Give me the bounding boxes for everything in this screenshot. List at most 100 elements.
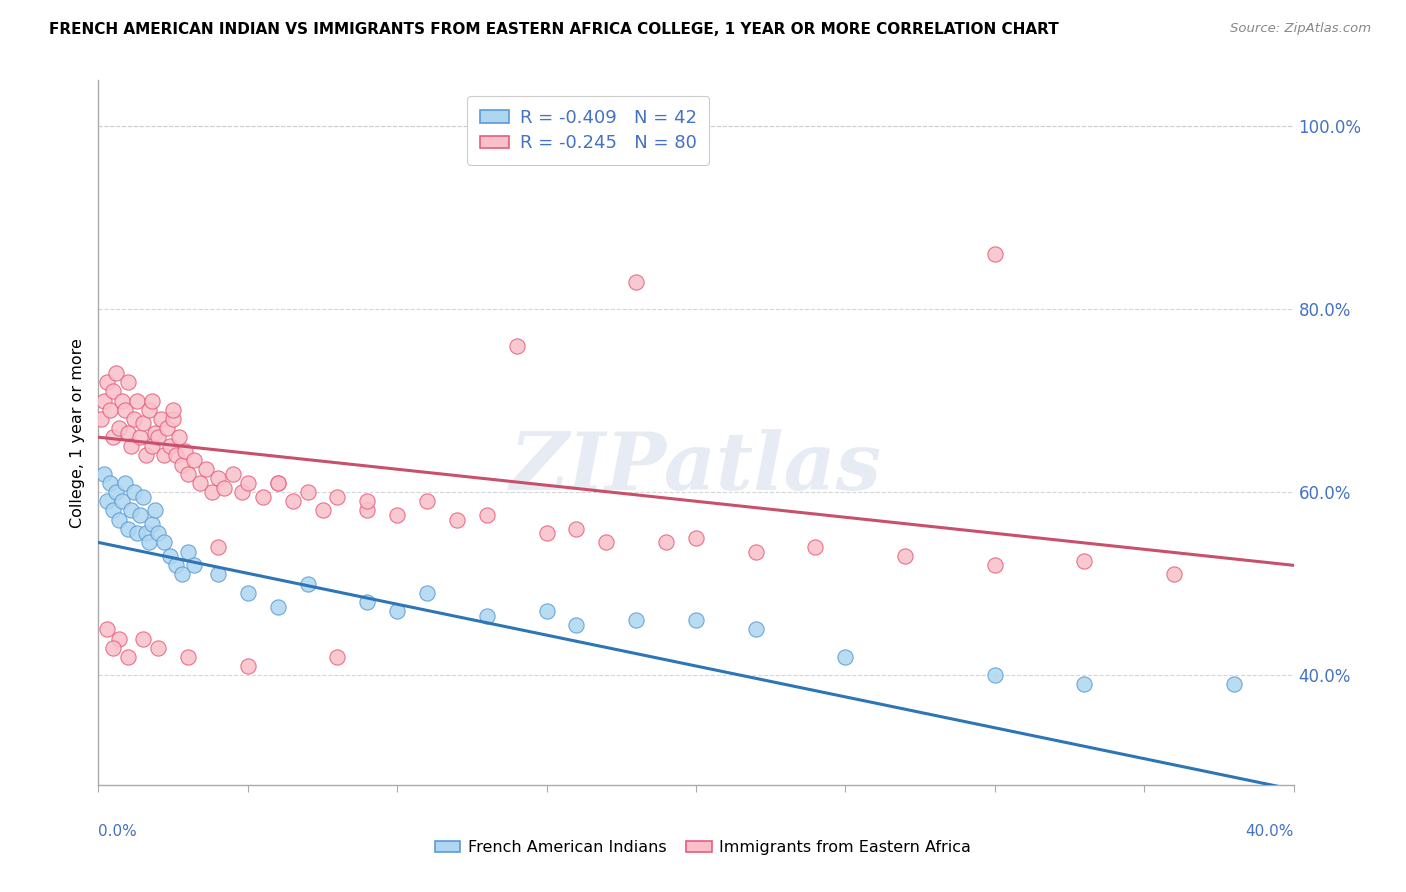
Point bbox=[267, 475, 290, 490]
Point bbox=[565, 617, 588, 632]
Point bbox=[207, 540, 229, 554]
Point bbox=[267, 475, 290, 490]
Point bbox=[105, 366, 128, 380]
Point bbox=[565, 522, 588, 536]
Point bbox=[127, 393, 149, 408]
Text: 0.0%: 0.0% bbox=[98, 824, 138, 838]
Point bbox=[984, 558, 1007, 573]
Point bbox=[103, 384, 125, 399]
Point bbox=[124, 485, 146, 500]
Point bbox=[804, 540, 827, 554]
Point bbox=[231, 485, 253, 500]
Point bbox=[1223, 677, 1246, 691]
Point bbox=[132, 417, 155, 431]
Point bbox=[385, 508, 409, 522]
Point bbox=[475, 608, 498, 623]
Point bbox=[207, 567, 229, 582]
Text: FRENCH AMERICAN INDIAN VS IMMIGRANTS FROM EASTERN AFRICA COLLEGE, 1 YEAR OR MORE: FRENCH AMERICAN INDIAN VS IMMIGRANTS FRO… bbox=[49, 22, 1059, 37]
Point bbox=[165, 449, 187, 463]
Point bbox=[108, 632, 131, 646]
Point bbox=[98, 402, 122, 417]
Point bbox=[117, 376, 139, 390]
Point bbox=[745, 623, 768, 637]
Point bbox=[1073, 554, 1095, 568]
Point bbox=[124, 412, 146, 426]
Point bbox=[114, 402, 136, 417]
Point bbox=[267, 599, 290, 614]
Point bbox=[475, 508, 498, 522]
Point bbox=[103, 503, 125, 517]
Point bbox=[212, 481, 235, 495]
Point bbox=[90, 412, 112, 426]
Point bbox=[236, 475, 259, 490]
Point bbox=[135, 526, 157, 541]
Point bbox=[207, 471, 229, 485]
Point bbox=[236, 586, 259, 600]
Point bbox=[416, 494, 439, 508]
Point bbox=[120, 439, 142, 453]
Point bbox=[143, 503, 166, 517]
Point bbox=[98, 475, 122, 490]
Point bbox=[536, 604, 558, 618]
Point bbox=[183, 453, 205, 467]
Point bbox=[153, 449, 176, 463]
Point bbox=[117, 649, 139, 664]
Point bbox=[153, 535, 176, 549]
Point bbox=[236, 659, 259, 673]
Point bbox=[177, 544, 200, 558]
Point bbox=[150, 412, 173, 426]
Point bbox=[252, 490, 274, 504]
Point bbox=[222, 467, 245, 481]
Point bbox=[96, 623, 118, 637]
Point bbox=[127, 526, 149, 541]
Point bbox=[148, 526, 170, 541]
Point bbox=[685, 531, 707, 545]
Point bbox=[834, 649, 856, 664]
Point bbox=[1073, 677, 1095, 691]
Point bbox=[506, 339, 529, 353]
Point bbox=[311, 503, 333, 517]
Point bbox=[894, 549, 917, 564]
Point bbox=[108, 512, 131, 526]
Point bbox=[132, 632, 155, 646]
Point bbox=[96, 376, 118, 390]
Point bbox=[103, 640, 125, 655]
Text: ZIPatlas: ZIPatlas bbox=[510, 429, 882, 507]
Point bbox=[281, 494, 304, 508]
Legend: French American Indians, Immigrants from Eastern Africa: French American Indians, Immigrants from… bbox=[429, 834, 977, 862]
Point bbox=[655, 535, 678, 549]
Text: 40.0%: 40.0% bbox=[1246, 824, 1294, 838]
Point bbox=[446, 512, 468, 526]
Point bbox=[177, 649, 200, 664]
Point bbox=[120, 503, 142, 517]
Point bbox=[135, 449, 157, 463]
Point bbox=[416, 586, 439, 600]
Point bbox=[172, 458, 194, 472]
Point bbox=[177, 467, 200, 481]
Point bbox=[132, 490, 155, 504]
Point bbox=[165, 558, 187, 573]
Point bbox=[356, 503, 378, 517]
Point bbox=[188, 475, 211, 490]
Point bbox=[356, 494, 378, 508]
Point bbox=[114, 475, 136, 490]
Point bbox=[159, 439, 181, 453]
Text: Source: ZipAtlas.com: Source: ZipAtlas.com bbox=[1230, 22, 1371, 36]
Point bbox=[103, 430, 125, 444]
Point bbox=[129, 508, 152, 522]
Point bbox=[984, 668, 1007, 682]
Point bbox=[111, 494, 134, 508]
Point bbox=[356, 595, 378, 609]
Point bbox=[108, 421, 131, 435]
Point bbox=[201, 485, 224, 500]
Y-axis label: College, 1 year or more: College, 1 year or more bbox=[69, 338, 84, 527]
Point bbox=[138, 535, 160, 549]
Point bbox=[536, 526, 558, 541]
Point bbox=[326, 490, 349, 504]
Point bbox=[174, 444, 197, 458]
Point bbox=[93, 393, 115, 408]
Point bbox=[745, 544, 768, 558]
Point bbox=[167, 430, 190, 444]
Point bbox=[626, 613, 648, 627]
Point bbox=[685, 613, 707, 627]
